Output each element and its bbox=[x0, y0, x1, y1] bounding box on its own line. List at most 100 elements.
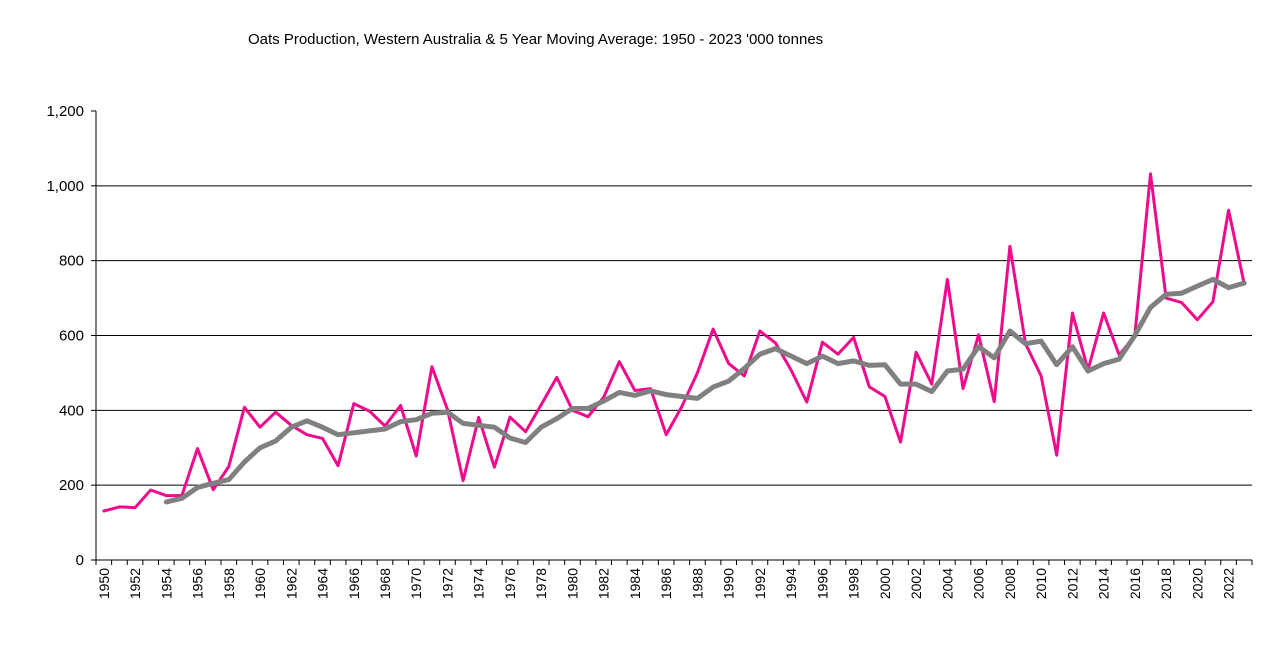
data-point bbox=[556, 376, 558, 378]
x-tick-label: 2022 bbox=[1221, 568, 1237, 599]
data-point bbox=[993, 401, 995, 403]
x-axis: 1950 1952 1954 1956 1958 1960 1962 1964 1966 1968… bbox=[95, 559, 1253, 599]
data-point bbox=[946, 370, 948, 372]
data-point bbox=[603, 400, 605, 402]
data-point bbox=[275, 440, 277, 442]
x-tick-label: 1976 bbox=[502, 568, 518, 599]
x-tick-label: 1980 bbox=[564, 568, 580, 599]
data-point bbox=[322, 437, 324, 439]
data-point bbox=[1071, 346, 1073, 348]
data-point bbox=[1056, 454, 1058, 456]
x-tick-label: 1954 bbox=[158, 568, 174, 599]
data-point bbox=[400, 404, 402, 406]
data-point bbox=[1149, 306, 1151, 308]
data-point bbox=[228, 465, 230, 467]
data-point bbox=[571, 407, 573, 409]
data-point bbox=[509, 416, 511, 418]
data-point bbox=[306, 420, 308, 422]
y-tick-label: 1,000 bbox=[46, 178, 84, 195]
data-point bbox=[337, 465, 339, 467]
x-tick-label: 1962 bbox=[283, 568, 299, 599]
data-point bbox=[462, 422, 464, 424]
data-point bbox=[1196, 285, 1198, 287]
data-point bbox=[368, 410, 370, 412]
data-point bbox=[1165, 297, 1167, 299]
data-point bbox=[821, 355, 823, 357]
x-tick-label: 1968 bbox=[377, 568, 393, 599]
x-tick-label: 1996 bbox=[814, 568, 830, 599]
data-point bbox=[634, 394, 636, 396]
data-point bbox=[540, 404, 542, 406]
data-point bbox=[165, 501, 167, 503]
data-point bbox=[915, 383, 917, 385]
data-point bbox=[1118, 358, 1120, 360]
data-point bbox=[946, 278, 948, 280]
x-tick-label: 1956 bbox=[190, 568, 206, 599]
data-point bbox=[197, 447, 199, 449]
data-point bbox=[431, 366, 433, 368]
x-tick-label: 1982 bbox=[596, 568, 612, 599]
data-point bbox=[540, 426, 542, 428]
data-point bbox=[587, 407, 589, 409]
data-point bbox=[1243, 282, 1245, 284]
data-point bbox=[884, 364, 886, 366]
chart-title: Oats Production, Western Australia & 5 Y… bbox=[248, 31, 823, 48]
data-point bbox=[1212, 301, 1214, 303]
x-tick-label: 1966 bbox=[346, 568, 362, 599]
x-tick-label: 2008 bbox=[1002, 568, 1018, 599]
data-point bbox=[978, 334, 980, 336]
data-point bbox=[900, 441, 902, 443]
x-tick-label: 1998 bbox=[846, 568, 862, 599]
data-point bbox=[1181, 292, 1183, 294]
data-point bbox=[525, 431, 527, 433]
x-tick-label: 2000 bbox=[877, 568, 893, 599]
data-point bbox=[306, 434, 308, 436]
data-point bbox=[134, 507, 136, 509]
x-tick-label: 1984 bbox=[627, 568, 643, 599]
data-point bbox=[775, 342, 777, 344]
data-point bbox=[415, 419, 417, 421]
y-tick-label: 400 bbox=[59, 402, 84, 419]
x-tick-label: 1952 bbox=[127, 568, 143, 599]
data-point bbox=[165, 495, 167, 497]
data-point bbox=[931, 383, 933, 385]
data-point bbox=[603, 396, 605, 398]
data-point bbox=[1024, 343, 1026, 345]
data-point bbox=[962, 368, 964, 370]
data-point bbox=[743, 375, 745, 377]
data-point bbox=[900, 383, 902, 385]
data-point bbox=[681, 406, 683, 408]
data-point bbox=[212, 482, 214, 484]
x-tick-label: 2020 bbox=[1189, 568, 1205, 599]
y-tick-label: 1,200 bbox=[46, 103, 84, 120]
data-point bbox=[368, 430, 370, 432]
data-point bbox=[884, 395, 886, 397]
data-point bbox=[712, 328, 714, 330]
data-point bbox=[1134, 335, 1136, 336]
data-point bbox=[728, 380, 730, 382]
data-point bbox=[525, 442, 527, 444]
x-tick-label: 1994 bbox=[783, 568, 799, 599]
x-tick-label: 1950 bbox=[96, 568, 112, 599]
x-tick-label: 1974 bbox=[471, 568, 487, 599]
data-point bbox=[931, 391, 933, 393]
data-point bbox=[1181, 302, 1183, 304]
data-point bbox=[431, 412, 433, 414]
data-point bbox=[384, 428, 386, 430]
data-point bbox=[103, 510, 105, 512]
data-point bbox=[993, 357, 995, 359]
data-point bbox=[353, 403, 355, 405]
data-point bbox=[790, 355, 792, 357]
data-point bbox=[509, 437, 511, 439]
data-point bbox=[478, 416, 480, 418]
x-tick-label: 2010 bbox=[1033, 568, 1049, 599]
x-tick-label: 1964 bbox=[315, 568, 331, 599]
data-point bbox=[712, 386, 714, 388]
x-tick-label: 1970 bbox=[408, 568, 424, 599]
data-point bbox=[759, 330, 761, 332]
data-point bbox=[1071, 312, 1073, 314]
series-group bbox=[102, 172, 1247, 513]
data-point bbox=[493, 426, 495, 428]
x-tick-label: 1958 bbox=[221, 568, 237, 599]
data-point bbox=[259, 447, 261, 449]
